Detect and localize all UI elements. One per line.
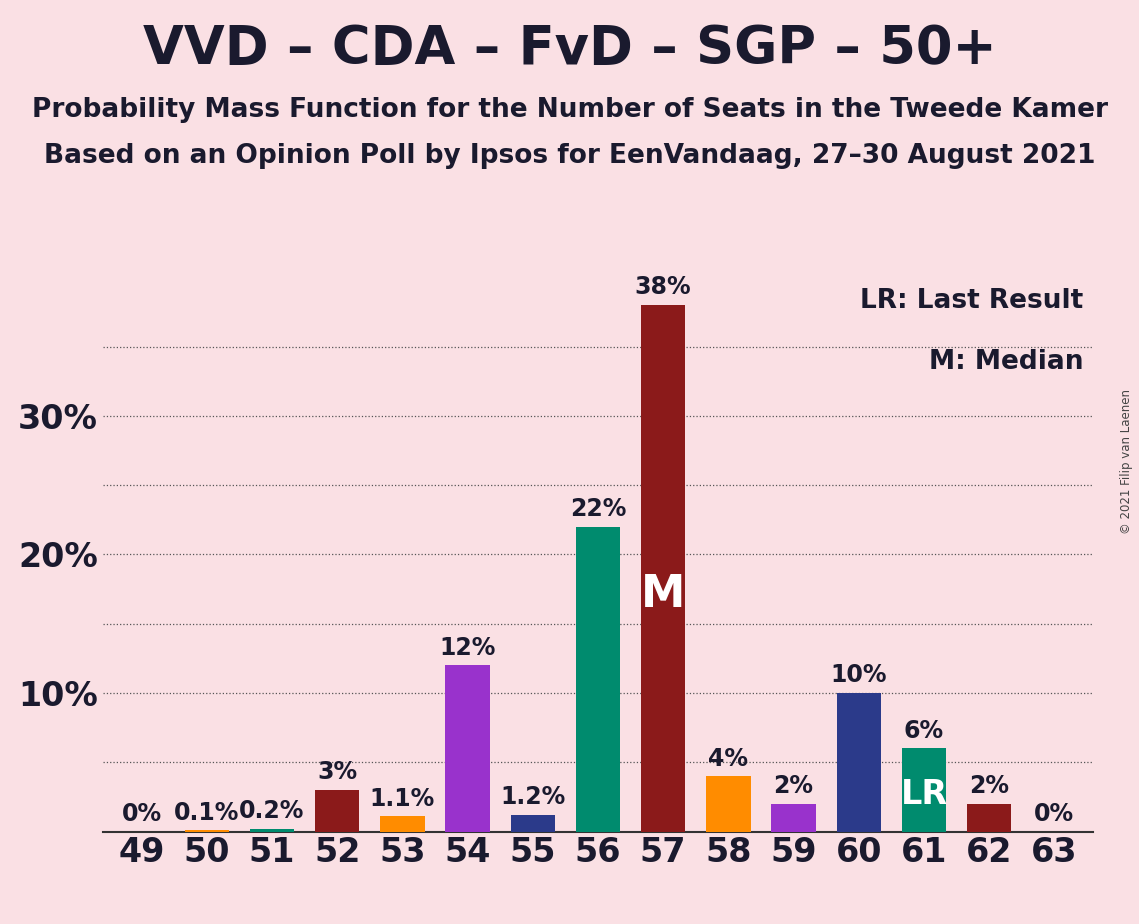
Text: 1.2%: 1.2% — [500, 785, 565, 809]
Text: 22%: 22% — [570, 497, 626, 521]
Text: © 2021 Filip van Laenen: © 2021 Filip van Laenen — [1121, 390, 1133, 534]
Text: 10%: 10% — [830, 663, 887, 687]
Text: 0.1%: 0.1% — [174, 801, 239, 824]
Bar — [249, 829, 294, 832]
Bar — [836, 693, 880, 832]
Bar — [771, 804, 816, 832]
Bar — [576, 527, 620, 832]
Text: 4%: 4% — [708, 747, 748, 771]
Text: 2%: 2% — [773, 774, 813, 798]
Text: 1.1%: 1.1% — [370, 787, 435, 811]
Bar — [902, 748, 947, 832]
Text: M: Median: M: Median — [929, 349, 1083, 375]
Bar — [316, 790, 360, 832]
Text: LR: Last Result: LR: Last Result — [860, 288, 1083, 314]
Text: M: M — [641, 573, 686, 616]
Text: Probability Mass Function for the Number of Seats in the Tweede Kamer: Probability Mass Function for the Number… — [32, 97, 1107, 123]
Text: 6%: 6% — [904, 719, 944, 743]
Bar — [445, 665, 490, 832]
Text: LR: LR — [900, 778, 948, 810]
Text: 2%: 2% — [969, 774, 1009, 798]
Bar — [380, 817, 425, 832]
Text: VVD – CDA – FvD – SGP – 50+: VVD – CDA – FvD – SGP – 50+ — [142, 23, 997, 75]
Text: 0%: 0% — [1034, 802, 1074, 826]
Bar — [967, 804, 1011, 832]
Bar — [706, 776, 751, 832]
Text: 3%: 3% — [317, 760, 358, 784]
Text: Based on an Opinion Poll by Ipsos for EenVandaag, 27–30 August 2021: Based on an Opinion Poll by Ipsos for Ee… — [43, 143, 1096, 169]
Text: 0%: 0% — [122, 802, 162, 826]
Text: 38%: 38% — [634, 275, 691, 299]
Text: 0.2%: 0.2% — [239, 799, 305, 823]
Bar — [185, 830, 229, 832]
Text: 12%: 12% — [440, 636, 495, 660]
Bar — [510, 815, 555, 832]
Bar — [641, 305, 686, 832]
